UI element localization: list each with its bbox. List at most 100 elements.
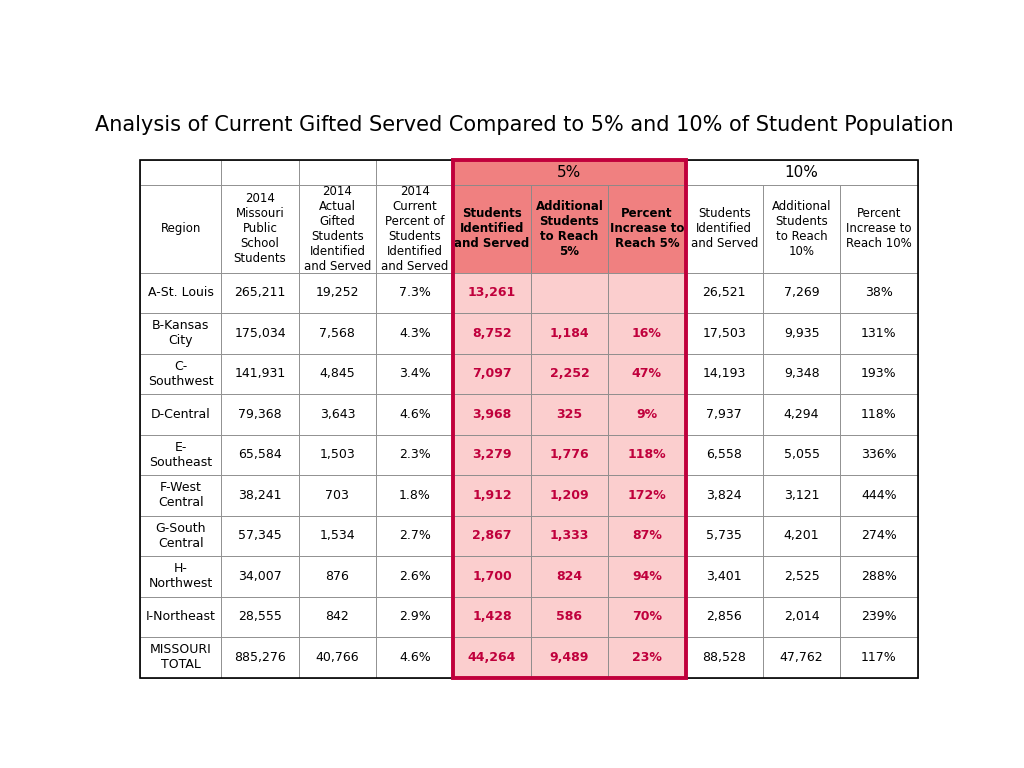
Bar [299, 273, 376, 313]
Text: Students
Identified
and Served: Students Identified and Served [455, 207, 529, 250]
Bar [221, 475, 299, 515]
Text: 586: 586 [556, 611, 583, 624]
Bar [376, 435, 454, 475]
Text: 34,007: 34,007 [239, 570, 282, 583]
Bar [454, 161, 685, 185]
Text: 876: 876 [326, 570, 349, 583]
Text: 288%: 288% [861, 570, 897, 583]
Text: 2,856: 2,856 [707, 611, 742, 624]
Bar [299, 353, 376, 394]
Text: 14,193: 14,193 [702, 367, 745, 380]
Text: 3,121: 3,121 [783, 488, 819, 502]
Text: 4,294: 4,294 [783, 408, 819, 421]
Text: 842: 842 [326, 611, 349, 624]
Bar [608, 637, 685, 677]
Text: 9%: 9% [636, 408, 657, 421]
Bar [221, 556, 299, 597]
Bar [841, 637, 918, 677]
Text: 2014
Actual
Gifted
Students
Identified
and Served: 2014 Actual Gifted Students Identified a… [304, 185, 371, 273]
Text: 47%: 47% [632, 367, 662, 380]
Bar [221, 597, 299, 637]
Text: 175,034: 175,034 [234, 327, 286, 339]
Text: 2014
Missouri
Public
School
Students: 2014 Missouri Public School Students [233, 192, 287, 265]
Text: 16%: 16% [632, 327, 662, 339]
Text: 2.3%: 2.3% [399, 449, 431, 462]
Text: 1,184: 1,184 [550, 327, 589, 339]
Bar [140, 273, 221, 313]
Bar [221, 185, 299, 273]
Text: 2014
Current
Percent of
Students
Identified
and Served: 2014 Current Percent of Students Identif… [381, 185, 449, 273]
Text: 79,368: 79,368 [239, 408, 282, 421]
Text: 9,935: 9,935 [783, 327, 819, 339]
Bar [763, 556, 841, 597]
Bar [530, 273, 608, 313]
Text: 3,401: 3,401 [707, 570, 742, 583]
Text: Students
Identified
and Served: Students Identified and Served [690, 207, 758, 250]
Bar [841, 475, 918, 515]
Text: 141,931: 141,931 [234, 367, 286, 380]
Bar [841, 394, 918, 435]
Text: 9,489: 9,489 [550, 650, 589, 664]
Text: Analysis of Current Gifted Served Compared to 5% and 10% of Student Population: Analysis of Current Gifted Served Compar… [95, 114, 954, 134]
Text: Percent
Increase to
Reach 10%: Percent Increase to Reach 10% [846, 207, 911, 250]
Bar [608, 597, 685, 637]
Bar [608, 515, 685, 556]
Bar [454, 556, 530, 597]
Bar [685, 435, 763, 475]
Bar [140, 185, 221, 273]
Bar [454, 515, 530, 556]
Bar [221, 353, 299, 394]
Bar [454, 637, 530, 677]
Bar [221, 515, 299, 556]
Text: 7.3%: 7.3% [398, 286, 431, 300]
Bar [140, 515, 221, 556]
Bar [140, 637, 221, 677]
Bar [763, 435, 841, 475]
Bar [376, 475, 454, 515]
Bar [608, 185, 685, 273]
Bar [685, 353, 763, 394]
Bar [376, 637, 454, 677]
Text: 28,555: 28,555 [239, 611, 282, 624]
Bar [608, 273, 685, 313]
Text: E-
Southeast: E- Southeast [150, 441, 212, 468]
Bar [140, 161, 918, 677]
Text: 3,968: 3,968 [472, 408, 512, 421]
Bar [763, 313, 841, 353]
Text: 265,211: 265,211 [234, 286, 286, 300]
Text: 44,264: 44,264 [468, 650, 516, 664]
Text: 38%: 38% [865, 286, 893, 300]
Bar [530, 185, 608, 273]
Text: 17,503: 17,503 [702, 327, 746, 339]
Bar [841, 435, 918, 475]
Text: 1,209: 1,209 [550, 488, 589, 502]
Text: 7,937: 7,937 [707, 408, 742, 421]
Text: 10%: 10% [784, 165, 818, 180]
Bar [299, 394, 376, 435]
Bar [221, 273, 299, 313]
Text: Additional
Students
to Reach
10%: Additional Students to Reach 10% [772, 200, 831, 258]
Text: Region: Region [161, 222, 201, 235]
Text: 3,643: 3,643 [319, 408, 355, 421]
Text: 1.8%: 1.8% [398, 488, 431, 502]
Bar [221, 394, 299, 435]
Bar [299, 475, 376, 515]
Bar [685, 313, 763, 353]
Bar [530, 515, 608, 556]
Text: 3.4%: 3.4% [399, 367, 431, 380]
Text: 88,528: 88,528 [702, 650, 746, 664]
Text: 47,762: 47,762 [779, 650, 823, 664]
Bar [140, 161, 221, 185]
Bar [454, 273, 530, 313]
Bar [454, 185, 530, 273]
Bar [608, 435, 685, 475]
Bar [221, 313, 299, 353]
Bar [608, 475, 685, 515]
Bar [376, 185, 454, 273]
Text: 13,261: 13,261 [468, 286, 516, 300]
Text: 2.9%: 2.9% [399, 611, 431, 624]
Text: 19,252: 19,252 [315, 286, 359, 300]
Bar [299, 556, 376, 597]
Bar [763, 515, 841, 556]
Text: MISSOURI
TOTAL: MISSOURI TOTAL [150, 644, 212, 671]
